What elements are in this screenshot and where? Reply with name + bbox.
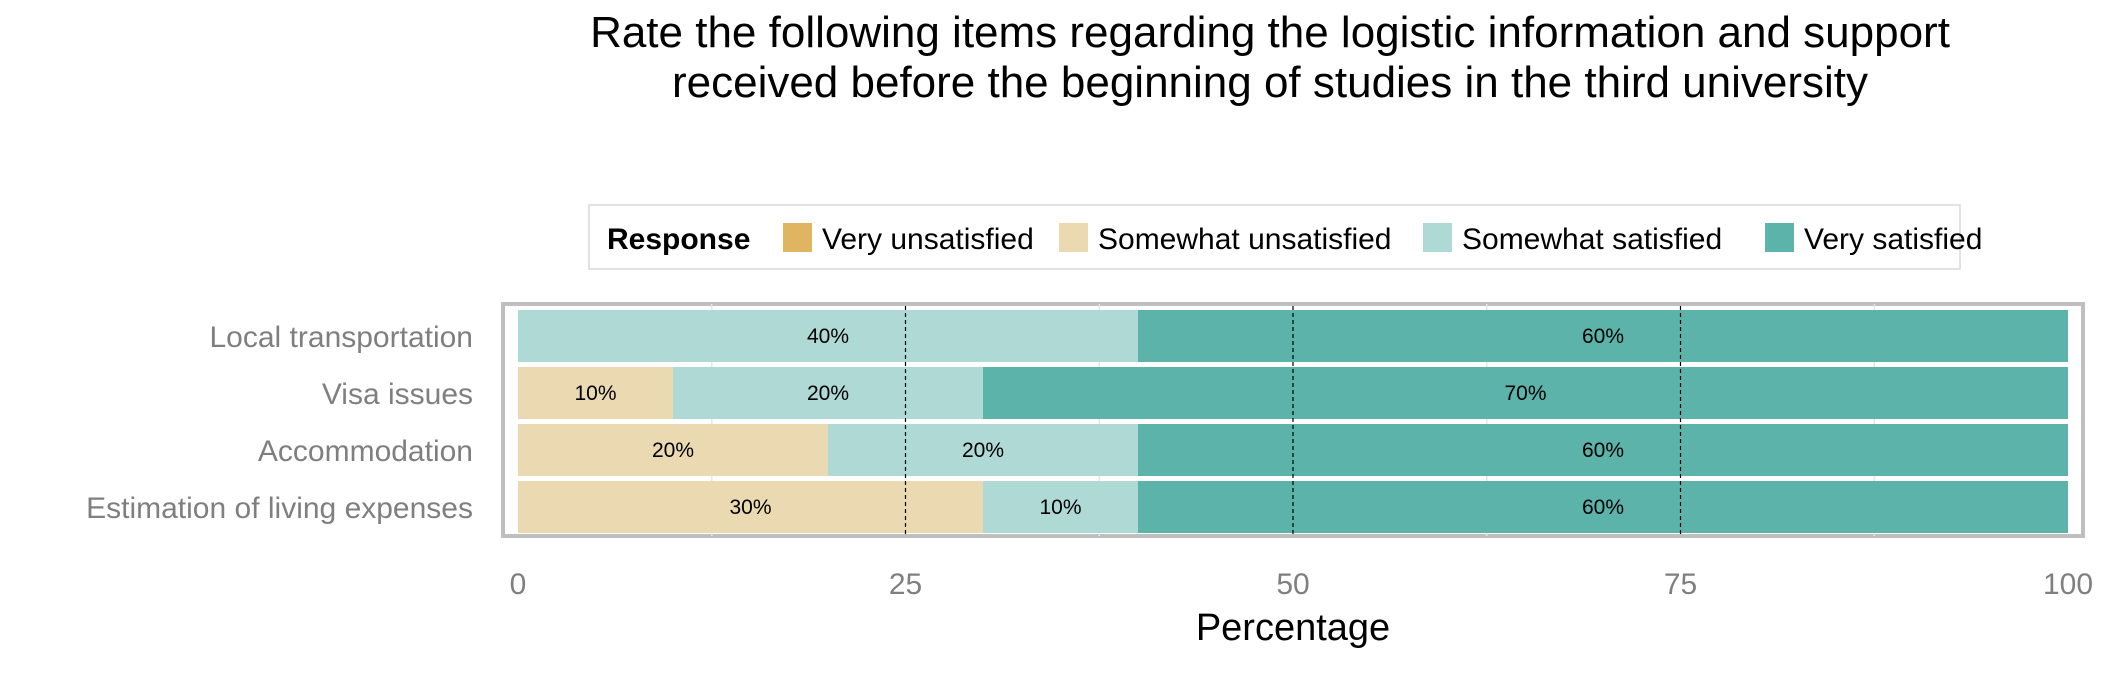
x-tick-label: 50 [1276, 568, 1309, 601]
bar-accommodation-somewhat-satisfied [828, 424, 1138, 476]
legend-label-very-satisfied: Very satisfied [1804, 223, 1982, 256]
bar-visa-issues-somewhat-unsatisfied [518, 367, 673, 419]
plot-area: 40% 60% Local transportation 10% 20% 70% Visa … [86, 302, 2085, 538]
bar-estimation-of-living-expenses-somewhat-satisfied [983, 481, 1138, 533]
y-tick-label: Estimation of living expenses [86, 492, 473, 525]
data-label: 20% [807, 382, 849, 405]
data-label: 10% [574, 382, 616, 405]
bar-local-transportation-somewhat-satisfied [518, 310, 1138, 362]
legend: Response Very unsatisfied Somewhat unsatis… [588, 204, 1982, 270]
x-tick-label: 0 [510, 568, 527, 601]
legend-label-very-unsatisfied: Very unsatisfied [822, 223, 1034, 256]
data-label: 60% [1582, 439, 1624, 462]
legend-swatch-very-unsatisfied [783, 223, 812, 252]
x-tick-label: 75 [1664, 568, 1697, 601]
bar-visa-issues-very-satisfied [983, 367, 2068, 419]
x-axis: 0 25 50 75 100 [510, 568, 2093, 601]
data-label: 70% [1504, 382, 1546, 405]
y-tick-label: Local transportation [210, 321, 474, 354]
data-label: 30% [729, 496, 771, 519]
legend-label-somewhat-unsatisfied: Somewhat unsatisfied [1098, 223, 1392, 256]
data-label: 20% [962, 439, 1004, 462]
legend-box [588, 204, 1961, 270]
data-label: 10% [1039, 496, 1081, 519]
bar-accommodation-somewhat-unsatisfied [518, 424, 828, 476]
legend-swatch-very-satisfied [1765, 223, 1794, 252]
legend-title: Response [607, 223, 750, 256]
x-tick-label: 25 [889, 568, 922, 601]
data-label: 60% [1582, 496, 1624, 519]
legend-swatch-somewhat-unsatisfied [1059, 223, 1088, 252]
y-tick-label: Visa issues [322, 378, 473, 411]
legend-label-somewhat-satisfied: Somewhat satisfied [1462, 223, 1722, 256]
legend-swatch-somewhat-satisfied [1423, 223, 1452, 252]
x-axis-title: Percentage [1196, 607, 1390, 649]
x-tick-label: 100 [2043, 568, 2093, 601]
chart-title: Rate the following items regarding the l… [590, 8, 1950, 107]
data-label: 60% [1582, 325, 1624, 348]
panel-border [501, 302, 2085, 538]
data-label: 20% [652, 439, 694, 462]
y-tick-label: Accommodation [258, 435, 473, 468]
data-label: 40% [807, 325, 849, 348]
bar-visa-issues-somewhat-satisfied [673, 367, 983, 419]
